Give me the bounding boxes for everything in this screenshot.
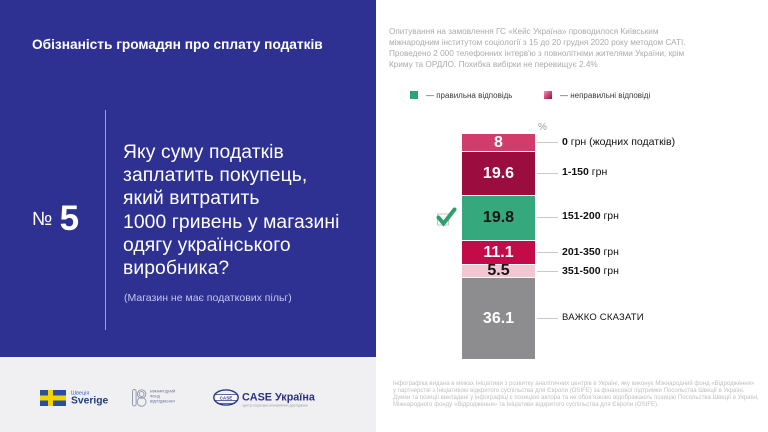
svg-text:ФОНД: ФОНД <box>150 395 160 399</box>
svg-text:Швеція: Швеція <box>71 391 89 397</box>
svg-text:МІЖНАРОДНИЙ: МІЖНАРОДНИЙ <box>150 390 176 394</box>
svg-text:CASE Україна: CASE Україна <box>242 392 316 404</box>
svg-text:центр соціально-економічних до: центр соціально-економічних досліджень <box>243 404 308 408</box>
svg-text:CASE: CASE <box>220 395 233 400</box>
svg-text:Sverige: Sverige <box>71 396 108 407</box>
svg-text:ВІДРОДЖЕННЯ: ВІДРОДЖЕННЯ <box>150 400 175 404</box>
